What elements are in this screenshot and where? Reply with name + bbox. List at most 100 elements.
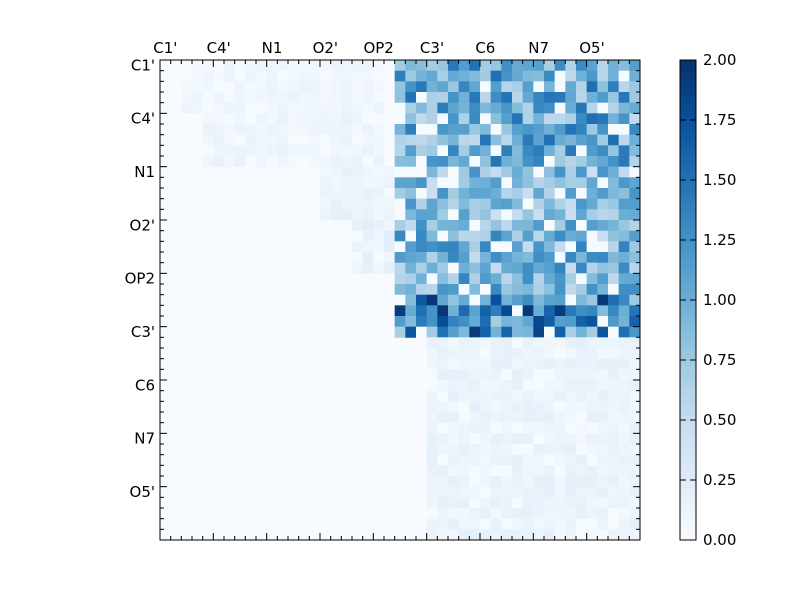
heatmap-cell (608, 422, 620, 434)
heatmap-cell (256, 113, 268, 125)
heatmap-cell (373, 81, 385, 93)
heatmap-cell (394, 156, 406, 168)
heatmap-cell (362, 156, 374, 168)
heatmap-cell (501, 337, 513, 349)
heatmap-cell (544, 486, 556, 498)
heatmap-cell (565, 145, 577, 157)
heatmap-cell (405, 102, 417, 114)
heatmap-cell (533, 497, 545, 509)
heatmap-cell (480, 273, 492, 285)
heatmap-cell (576, 412, 588, 424)
heatmap-cell (554, 358, 566, 370)
heatmap-cell (554, 252, 566, 264)
heatmap-cell (426, 454, 438, 466)
heatmap-cell (522, 294, 534, 306)
heatmap-cell (458, 220, 470, 232)
heatmap-cell (480, 337, 492, 349)
heatmap-cell (512, 348, 524, 360)
heatmap-cell (458, 380, 470, 392)
heatmap-cell (565, 70, 577, 82)
heatmap-cell (352, 156, 364, 168)
heatmap-cell (512, 305, 524, 317)
heatmap-cell (437, 284, 449, 296)
heatmap-cell (426, 348, 438, 360)
heatmap-cell (426, 433, 438, 445)
heatmap-cell (501, 433, 513, 445)
heatmap-cell (512, 209, 524, 221)
heatmap-cell (576, 348, 588, 360)
heatmap-cell (480, 454, 492, 466)
heatmap-cell (426, 390, 438, 402)
heatmap-cell (469, 316, 481, 328)
heatmap-cell (544, 518, 556, 530)
heatmap-cell (544, 134, 556, 146)
heatmap-cell (522, 412, 534, 424)
heatmap-cell (426, 326, 438, 338)
heatmap-cell (437, 401, 449, 413)
heatmap-cell (512, 273, 524, 285)
heatmap-cell (565, 508, 577, 520)
heatmap-cell (480, 390, 492, 402)
heatmap-cell (480, 230, 492, 242)
heatmap-cell (554, 337, 566, 349)
heatmap-cell (512, 518, 524, 530)
heatmap-cell (586, 316, 598, 328)
heatmap-cell (490, 156, 502, 168)
heatmap-cell (629, 486, 641, 498)
heatmap-cell (480, 326, 492, 338)
heatmap-cell (330, 113, 342, 125)
heatmap-cell (256, 81, 268, 93)
heatmap-cell (512, 497, 524, 509)
heatmap-cell (586, 241, 598, 253)
heatmap-cell (469, 241, 481, 253)
heatmap-cell (565, 81, 577, 93)
heatmap-cell (437, 92, 449, 104)
heatmap-cell (224, 145, 236, 157)
heatmap-cell (586, 518, 598, 530)
heatmap-cell (448, 70, 460, 82)
heatmap-cell (362, 230, 374, 242)
heatmap-cell (352, 124, 364, 136)
heatmap-cell (544, 294, 556, 306)
heatmap-cell (565, 529, 577, 541)
heatmap-cell (352, 220, 364, 232)
heatmap-cell (586, 124, 598, 136)
heatmap-cell (426, 486, 438, 498)
heatmap-cell (533, 70, 545, 82)
heatmap-cell (480, 92, 492, 104)
heatmap-cell (522, 444, 534, 456)
heatmap-cell (458, 145, 470, 157)
heatmap-cell (565, 433, 577, 445)
heatmap-cell (288, 156, 300, 168)
heatmap-cell (501, 454, 513, 466)
heatmap-cell (608, 486, 620, 498)
heatmap-cell (448, 273, 460, 285)
heatmap-cell (586, 380, 598, 392)
heatmap-cell (224, 92, 236, 104)
heatmap-cell (288, 113, 300, 125)
heatmap-cell (469, 102, 481, 114)
heatmap-cell (544, 92, 556, 104)
heatmap-cell (213, 113, 225, 125)
heatmap-cell (437, 102, 449, 114)
heatmap-cell (629, 401, 641, 413)
heatmap-cell (554, 390, 566, 402)
heatmap-cell (458, 198, 470, 210)
heatmap-cell (448, 508, 460, 520)
heatmap-cell (597, 113, 609, 125)
heatmap-cell (394, 305, 406, 317)
heatmap-cell (512, 60, 524, 72)
heatmap-cell (469, 92, 481, 104)
heatmap-cell (480, 177, 492, 189)
heatmap-cell (629, 209, 641, 221)
heatmap-cell (501, 518, 513, 530)
heatmap-cell (608, 316, 620, 328)
heatmap-cell (522, 177, 534, 189)
heatmap-cell (554, 81, 566, 93)
heatmap-cell (501, 348, 513, 360)
heatmap-cell (480, 252, 492, 264)
heatmap-cell (608, 92, 620, 104)
heatmap-cell (330, 92, 342, 104)
heatmap-cell (426, 305, 438, 317)
heatmap-cell (608, 380, 620, 392)
